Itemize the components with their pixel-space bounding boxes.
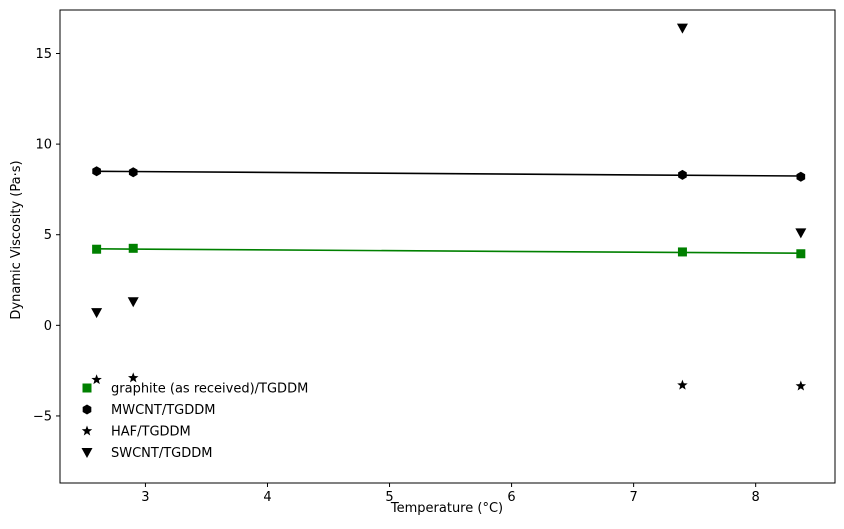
y-tick-label: 10 [35, 138, 52, 153]
legend: graphite (as received)/TGDDM MWCNT/TGDDM H… [81, 382, 308, 461]
fit-line-series-1 [96, 170, 801, 177]
y-tick-label: 15 [35, 47, 52, 62]
legend-marker-2 [81, 425, 93, 436]
legend-label-3: SWCNT/TGDDM [111, 446, 212, 461]
fit-lines [96, 170, 801, 255]
legend-marker-0 [82, 383, 92, 393]
data-point-series-3 [795, 228, 807, 239]
y-tick-label: 0 [44, 319, 52, 334]
plot-frame [59, 9, 836, 484]
data-point-series-0 [92, 244, 102, 254]
x-tick-label: 3 [141, 490, 149, 505]
legend-label-0: graphite (as received)/TGDDM [111, 382, 308, 397]
x-tick-label: 6 [507, 490, 515, 505]
y-tick-label: −5 [33, 409, 52, 424]
data-point-series-0 [796, 249, 806, 259]
data-point-series-1 [796, 171, 806, 182]
axes-layer: 3 4 5 6 7 8 −5 0 5 10 15 [33, 9, 836, 505]
x-tick-label: 4 [263, 490, 271, 505]
data-point-series-2 [128, 372, 139, 383]
x-tick-label: 7 [629, 490, 637, 505]
legend-label-1: MWCNT/TGDDM [111, 403, 215, 418]
x-tick-label: 5 [385, 490, 393, 505]
data-point-series-3 [91, 308, 103, 319]
data-point-series-1 [92, 166, 101, 177]
data-point-series-1 [128, 167, 138, 178]
data-point-series-3 [127, 297, 139, 308]
x-axis-label: Temperature (°C) [390, 501, 503, 516]
data-point-series-2 [795, 380, 807, 391]
y-axis-label: Dynamic Viscosity (Pa·s) [9, 160, 24, 319]
data-points [91, 23, 807, 391]
legend-marker-3 [81, 448, 93, 458]
legend-label-2: HAF/TGDDM [111, 425, 191, 440]
data-point-series-3 [676, 23, 688, 34]
fit-line-series-0 [96, 248, 801, 255]
data-point-series-2 [91, 374, 102, 385]
y-tick-label: 5 [44, 228, 52, 243]
data-point-series-0 [128, 243, 138, 253]
x-tick-label: 8 [752, 490, 760, 505]
data-point-series-2 [677, 379, 688, 390]
data-point-series-0 [677, 247, 687, 257]
data-point-series-1 [678, 169, 687, 180]
legend-marker-1 [82, 404, 92, 415]
